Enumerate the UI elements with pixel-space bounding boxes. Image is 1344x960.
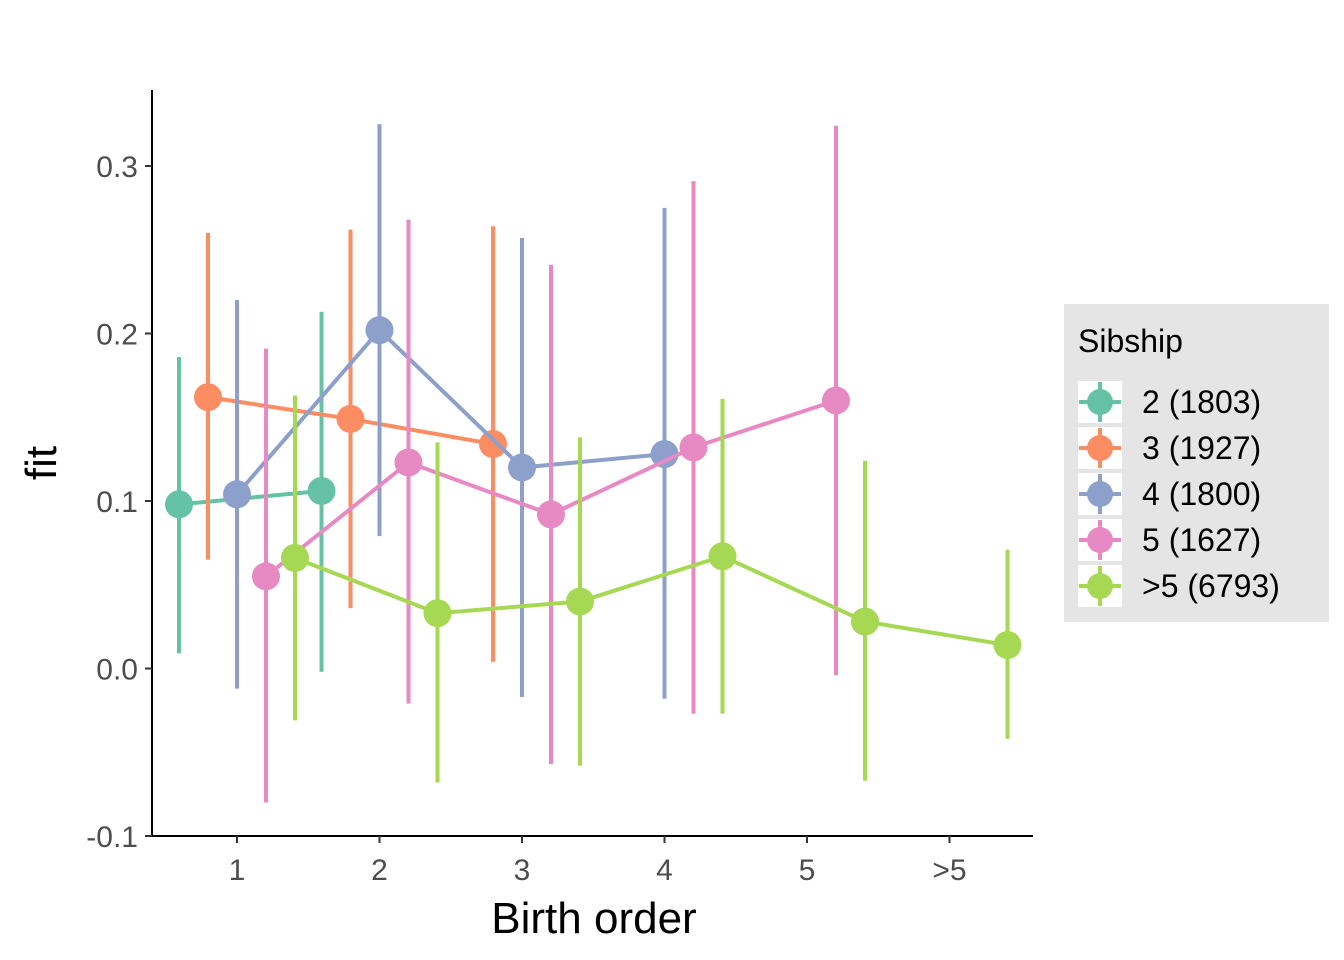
legend-label: 4 (1800) xyxy=(1142,476,1261,512)
data-point xyxy=(479,430,507,459)
data-point xyxy=(223,480,251,509)
data-point xyxy=(252,562,280,591)
legend-key-point xyxy=(1087,389,1113,415)
y-tick-label: 0.3 xyxy=(96,151,138,184)
data-point xyxy=(851,607,879,636)
x-tick-label: 4 xyxy=(656,854,673,887)
series-line xyxy=(294,554,1008,648)
legend-key-point xyxy=(1087,527,1113,553)
legend-label: 5 (1627) xyxy=(1142,522,1261,558)
data-point xyxy=(708,542,737,571)
data-point xyxy=(194,383,222,412)
data-point xyxy=(679,433,708,462)
legend-key xyxy=(1078,519,1122,561)
data-point xyxy=(165,490,193,519)
legend-label: 2 (1803) xyxy=(1142,384,1261,420)
data-point xyxy=(566,587,594,616)
series-line xyxy=(235,327,665,496)
x-tick-label: 3 xyxy=(514,854,531,887)
series-4 xyxy=(252,125,850,803)
data-point xyxy=(650,440,679,469)
plot-area xyxy=(165,124,1022,803)
legend-key xyxy=(1078,381,1122,423)
legend-key xyxy=(1078,473,1122,515)
series-3 xyxy=(223,124,679,699)
legend: Sibship 2 (1803) 3 (1927) 4 (1800) 5 (1627)… xyxy=(1064,304,1329,622)
legend-key-point xyxy=(1087,435,1113,461)
y-tick-label: 0.2 xyxy=(96,319,138,352)
data-point xyxy=(365,316,394,345)
data-point xyxy=(423,599,452,628)
x-tick-label: 2 xyxy=(371,854,388,887)
legend-key-point xyxy=(1087,573,1113,599)
x-tick-label: 5 xyxy=(799,854,816,887)
y-tick-label: 0.1 xyxy=(96,486,138,519)
series-5 xyxy=(281,395,1022,783)
data-point xyxy=(281,543,309,572)
legend-key xyxy=(1078,427,1122,469)
legend-key-point xyxy=(1087,481,1113,507)
y-tick-label: 0.0 xyxy=(96,654,138,687)
data-point xyxy=(307,476,336,505)
legend-key xyxy=(1078,565,1122,607)
data-point xyxy=(394,448,423,477)
series-1 xyxy=(165,311,336,672)
axes: -0.1 0.0 0.1 0.2 0.3 1 2 3 4 5 >5 xyxy=(86,90,1033,887)
x-axis-title: Birth order xyxy=(491,894,696,943)
legend-title: Sibship xyxy=(1078,323,1183,359)
y-axis-title: fit xyxy=(17,446,66,480)
x-tick-label: 1 xyxy=(229,854,246,887)
data-point xyxy=(508,453,536,482)
data-point xyxy=(993,631,1022,660)
series-2 xyxy=(194,226,507,662)
legend-label: >5 (6793) xyxy=(1142,568,1280,604)
legend-label: 3 (1927) xyxy=(1142,430,1261,466)
data-point xyxy=(336,404,365,433)
data-point xyxy=(537,500,565,529)
y-tick-label: -0.1 xyxy=(86,821,138,854)
x-tick-label: >5 xyxy=(932,854,966,887)
data-point xyxy=(822,386,850,415)
